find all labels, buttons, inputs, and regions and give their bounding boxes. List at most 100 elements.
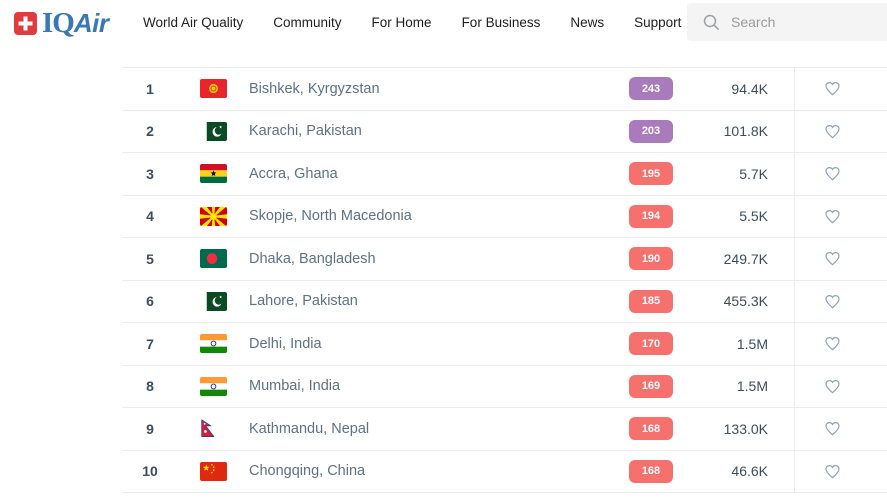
follow-heart-button[interactable]	[823, 207, 842, 226]
flag-ghana-icon	[200, 164, 227, 184]
follow-heart-button[interactable]	[823, 462, 842, 481]
flag-china-icon	[200, 461, 227, 481]
follow-heart-button[interactable]	[823, 249, 842, 268]
heart-icon	[823, 122, 842, 141]
city-name[interactable]: Accra, Ghana	[249, 165, 338, 182]
flag-cell	[200, 334, 227, 354]
follow-heart-button[interactable]	[823, 79, 842, 98]
aqi-badge: 203	[629, 119, 673, 143]
followers-count: 249.7K	[723, 250, 768, 267]
follow-heart-button[interactable]	[823, 334, 842, 353]
swiss-cross-icon	[14, 12, 37, 35]
flag-north-macedonia-icon	[200, 206, 227, 226]
aqi-badge: 168	[629, 417, 673, 441]
table-row[interactable]: 4 Skopje, North Macedonia 194 5.5K	[122, 196, 887, 238]
city-name[interactable]: Mumbai, India	[249, 378, 341, 395]
follow-heart-button[interactable]	[823, 122, 842, 141]
iqair-logo[interactable]: IQ Air	[14, 7, 109, 40]
search-icon	[701, 12, 721, 32]
heart-icon	[823, 419, 842, 438]
city-name[interactable]: Kathmandu, Nepal	[249, 420, 370, 437]
flag-nepal-icon	[200, 419, 227, 439]
city-name[interactable]: Bishkek, Kyrgyzstan	[249, 80, 380, 97]
table-row[interactable]: 5 Dhaka, Bangladesh 190 249.7K	[122, 238, 887, 281]
city-name[interactable]: Karachi, Pakistan	[249, 123, 362, 140]
logo-air-text: Air	[73, 8, 109, 38]
city-name[interactable]: Lahore, Pakistan	[249, 293, 358, 310]
nav-item-news[interactable]: News	[570, 14, 605, 30]
followers-count: 94.4K	[731, 80, 768, 97]
heart-icon	[823, 207, 842, 226]
ranking-table: 1 Bishkek, Kyrgyzstan 243 94.4K 2 Karachi, P…	[122, 67, 887, 493]
rank-number: 7	[146, 335, 154, 352]
heart-icon	[823, 249, 842, 268]
city-name[interactable]: Delhi, India	[249, 335, 322, 352]
flag-cell	[200, 121, 227, 141]
table-row[interactable]: 7 Delhi, India 170 1.5M	[122, 323, 887, 366]
follow-cell	[794, 462, 887, 481]
follow-cell	[794, 377, 887, 396]
followers-count: 133.0K	[723, 420, 768, 437]
city-name[interactable]: Skopje, North Macedonia	[249, 208, 412, 225]
table-row[interactable]: 6 Lahore, Pakistan 185 455.3K	[122, 281, 887, 323]
follow-cell	[794, 122, 887, 141]
heart-icon	[823, 292, 842, 311]
table-row[interactable]: 3 Accra, Ghana 195 5.7K	[122, 153, 887, 196]
flag-pakistan-icon	[200, 121, 227, 141]
nav-item-for-business[interactable]: For Business	[461, 14, 541, 30]
flag-india-icon	[200, 334, 227, 354]
rank-number: 5	[146, 250, 154, 267]
follow-cell	[794, 249, 887, 268]
logo-iq-text: IQ	[42, 7, 75, 39]
flag-pakistan-icon	[200, 291, 227, 311]
nav-item-world-air-quality[interactable]: World Air Quality	[143, 14, 244, 30]
rank-number: 3	[146, 165, 154, 182]
flag-cell	[200, 376, 227, 396]
flag-cell	[200, 419, 227, 439]
followers-count: 101.8K	[723, 123, 768, 140]
heart-icon	[823, 79, 842, 98]
table-row[interactable]: 10 Chongqing, China 168 46.6K	[122, 451, 887, 493]
follow-cell	[794, 79, 887, 98]
rank-number: 4	[146, 208, 154, 225]
flag-kyrgyzstan-icon	[200, 79, 227, 99]
aqi-badge: 243	[629, 77, 673, 101]
follow-heart-button[interactable]	[823, 292, 842, 311]
followers-count: 455.3K	[723, 293, 768, 310]
table-row[interactable]: 9 Kathmandu, Nepal 168 133.0K	[122, 408, 887, 451]
table-row[interactable]: 1 Bishkek, Kyrgyzstan 243 94.4K	[122, 68, 887, 111]
aqi-badge: 168	[629, 459, 673, 483]
nav-item-for-home[interactable]: For Home	[371, 14, 432, 30]
follow-cell	[794, 164, 887, 183]
heart-icon	[823, 377, 842, 396]
nav-item-support[interactable]: Support	[634, 14, 682, 30]
rank-number: 1	[146, 80, 154, 97]
rank-number: 2	[146, 123, 154, 140]
flag-cell	[200, 291, 227, 311]
header: IQ Air World Air Quality Community For Hom…	[0, 0, 887, 47]
search-box[interactable]: Search	[687, 3, 887, 41]
city-name[interactable]: Dhaka, Bangladesh	[249, 250, 376, 267]
aqi-badge: 170	[629, 332, 673, 356]
city-name[interactable]: Chongqing, China	[249, 463, 366, 480]
table-row[interactable]: 8 Mumbai, India 169 1.5M	[122, 366, 887, 408]
follow-heart-button[interactable]	[823, 377, 842, 396]
flag-india-icon	[200, 376, 227, 396]
search-placeholder: Search	[731, 14, 776, 30]
nav-item-community[interactable]: Community	[273, 14, 342, 30]
followers-count: 1.5M	[736, 378, 768, 395]
table-column-divider	[794, 68, 795, 493]
follow-heart-button[interactable]	[823, 419, 842, 438]
followers-count: 1.5M	[736, 335, 768, 352]
rank-number: 10	[142, 463, 158, 480]
follow-cell	[794, 419, 887, 438]
aqi-badge: 194	[629, 204, 673, 228]
follow-heart-button[interactable]	[823, 164, 842, 183]
heart-icon	[823, 164, 842, 183]
followers-count: 5.7K	[739, 165, 768, 182]
rank-number: 8	[146, 378, 154, 395]
table-row[interactable]: 2 Karachi, Pakistan 203 101.8K	[122, 111, 887, 153]
aqi-badge: 190	[629, 247, 673, 271]
follow-cell	[794, 292, 887, 311]
